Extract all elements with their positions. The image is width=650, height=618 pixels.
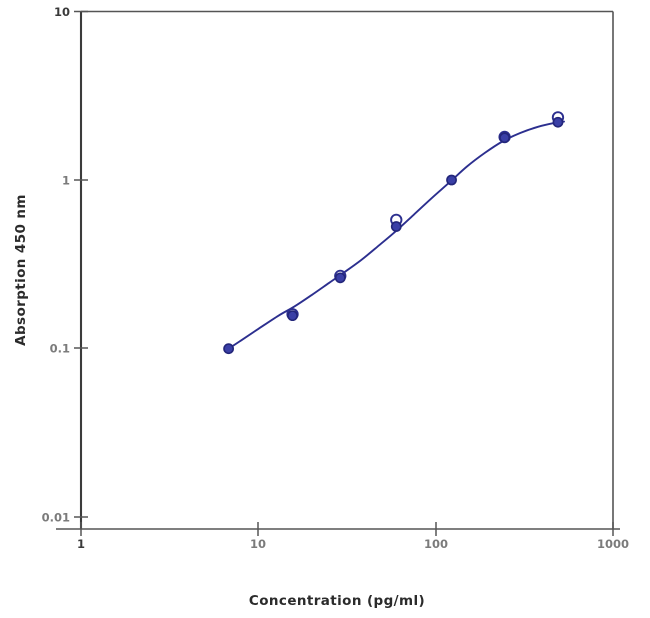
y-axis-tick-labels: 10 1 0.1 0.01 [42,5,70,525]
data-point-marker [446,174,457,186]
x-axis-ticks [80,522,614,536]
x-tick-label-100: 100 [424,537,448,551]
data-point-marker [223,343,234,355]
x-axis-title: Concentration (pg/ml) [249,593,425,609]
data-series-layer [223,111,565,355]
y-axis-ticks [74,10,88,518]
axis-frame [56,10,620,530]
y-axis-title: Absorption 450 nm [13,194,29,346]
y-tick-label-0.01: 0.01 [42,511,70,525]
x-axis-tick-labels: 1 10 100 1000 [77,537,629,551]
data-point-marker [390,221,402,232]
data-point-marker [499,132,510,144]
data-point-marker [334,272,346,284]
y-tick-label-0.1: 0.1 [50,342,70,356]
y-tick-label-1: 1 [62,174,70,188]
y-tick-label-10: 10 [54,5,70,19]
data-point-marker [287,310,298,322]
fit-curve [227,120,565,350]
x-tick-label-1000: 1000 [597,537,629,551]
x-tick-label-10: 10 [250,537,266,551]
data-point-marker [552,116,564,128]
x-tick-label-1: 1 [77,537,85,551]
